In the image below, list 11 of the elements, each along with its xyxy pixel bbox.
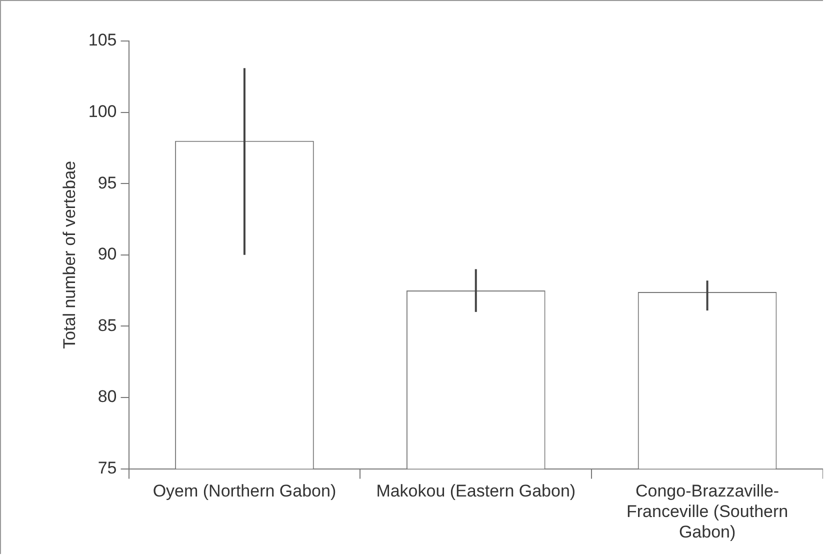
y-tick-label: 105 — [88, 30, 117, 50]
y-axis-title: Total number of vertebae — [60, 160, 79, 349]
y-tick-label: 85 — [98, 316, 117, 335]
y-tick-label: 100 — [88, 102, 117, 121]
y-tick-label: 80 — [98, 387, 117, 406]
y-tick-label: 95 — [98, 173, 117, 192]
x-tick-label: Makokou (Eastern Gabon) — [376, 482, 576, 501]
y-tick-label: 75 — [98, 458, 117, 478]
y-tick-label: 90 — [98, 244, 117, 264]
x-tick-label: Congo-Brazzaville-Franceville (Southern Gabon) — [626, 482, 788, 542]
x-tick-label: Oyem (Northern Gabon) — [152, 482, 336, 501]
